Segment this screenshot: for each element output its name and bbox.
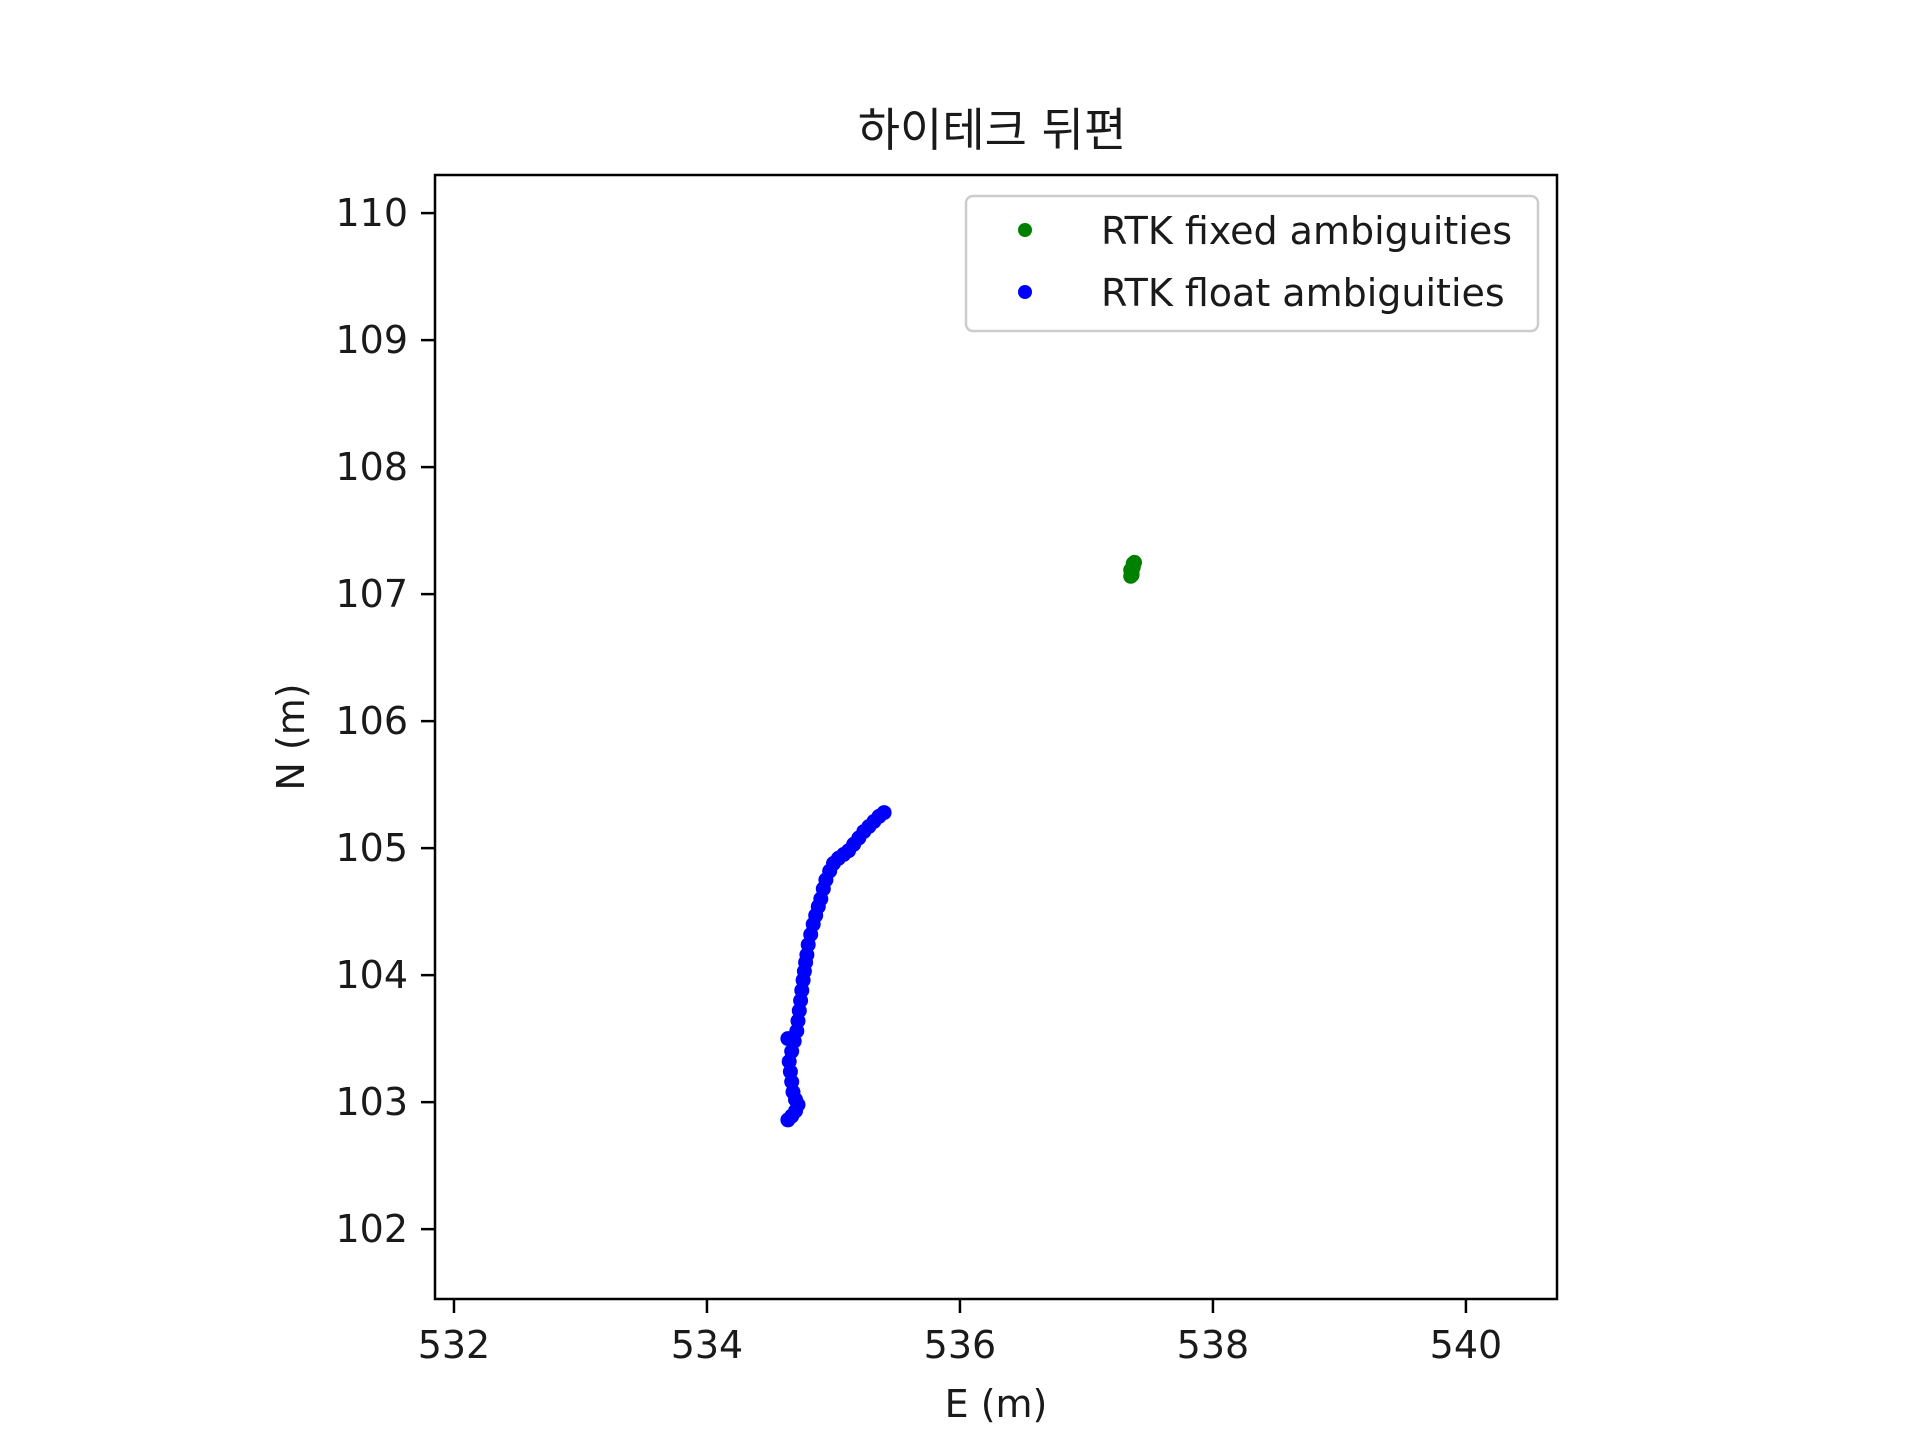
fixed-point-9 — [1123, 562, 1139, 578]
legend-label-float: RTK float ambiguities — [1101, 271, 1505, 315]
x-axis-label: E (m) — [945, 1382, 1048, 1426]
x-axis: 532 534 536 538 540 — [418, 1299, 1502, 1367]
x-tick-label-536: 536 — [924, 1323, 997, 1367]
x-tick-label-532: 532 — [418, 1323, 491, 1367]
y-axis: 102 103 104 105 106 107 108 109 110 — [335, 191, 435, 1251]
y-tick-label-105: 105 — [335, 826, 408, 870]
y-tick-label-108: 108 — [335, 445, 408, 489]
plot-points — [780, 554, 1142, 1128]
chart-title: 하이테크 뒤편 — [858, 103, 1127, 157]
legend-frame — [964, 194, 1540, 333]
y-tick-label-104: 104 — [335, 953, 408, 997]
y-tick-label-110: 110 — [335, 191, 408, 235]
y-axis-label: N (m) — [269, 683, 313, 790]
y-tick-label-107: 107 — [335, 572, 408, 616]
legend-marker-float — [1018, 285, 1032, 299]
float-point-40 — [780, 1031, 796, 1047]
y-tick-label-103: 103 — [335, 1080, 408, 1124]
float-point-39 — [780, 1112, 796, 1128]
legend: RTK fixed ambiguities RTK float ambiguit… — [964, 194, 1540, 333]
y-tick-label-102: 102 — [335, 1207, 408, 1251]
x-tick-label-534: 534 — [671, 1323, 744, 1367]
x-tick-label-540: 540 — [1430, 1323, 1503, 1367]
legend-marker-fixed — [1018, 223, 1032, 237]
y-tick-label-106: 106 — [335, 699, 408, 743]
x-tick-label-538: 538 — [1177, 1323, 1250, 1367]
y-tick-label-109: 109 — [335, 318, 408, 362]
plot-frame — [433, 173, 1559, 1301]
legend-label-fixed: RTK fixed ambiguities — [1101, 209, 1512, 253]
